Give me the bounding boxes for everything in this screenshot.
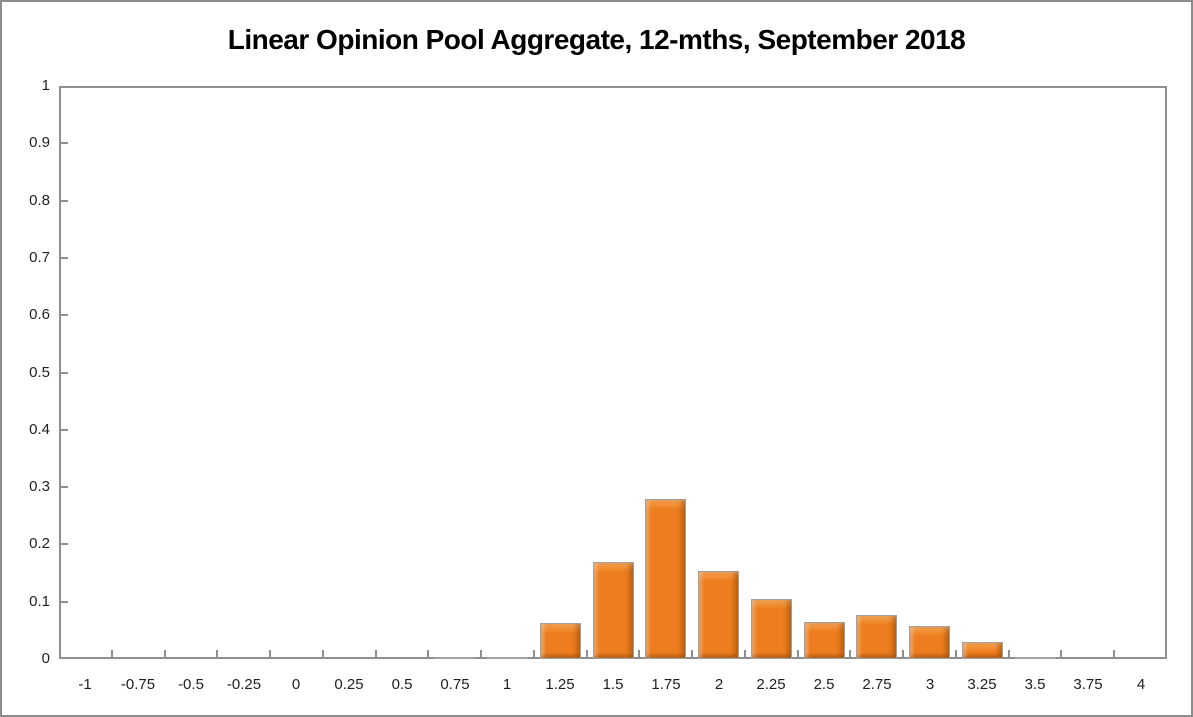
chart-title: Linear Opinion Pool Aggregate, 12-mths, … — [227, 24, 966, 55]
axis-ticks-layer — [59, 86, 1167, 659]
x-tick-label: 0 — [291, 676, 301, 693]
bar-2.25 — [751, 599, 792, 659]
y-tick-mark — [61, 429, 68, 431]
x-tick-mark — [691, 650, 693, 657]
bar-2 — [698, 571, 739, 659]
x-tick-mark — [427, 650, 429, 657]
x-tick-label: 2.75 — [862, 676, 892, 693]
bar-0.75 — [434, 657, 475, 659]
x-tick-label: 3.5 — [1024, 676, 1046, 693]
x-tick-label: 1.75 — [651, 676, 681, 693]
bar-3.5 — [1015, 657, 1056, 659]
x-tick-mark — [322, 650, 324, 657]
x-tick-label: -1 — [78, 676, 92, 693]
bar-2.5 — [804, 622, 845, 659]
x-tick-mark — [480, 650, 482, 657]
x-tick-mark — [586, 650, 588, 657]
x-tick-label: 3.75 — [1073, 676, 1103, 693]
x-tick-mark — [375, 650, 377, 657]
x-tick-mark — [638, 650, 640, 657]
y-tick-label: 0.7 — [29, 249, 50, 266]
x-tick-mark — [164, 650, 166, 657]
x-tick-mark — [111, 650, 113, 657]
x-tick-label: 0.25 — [334, 676, 364, 693]
x-tick-label: 3.25 — [967, 676, 997, 693]
bar-1.25 — [540, 623, 581, 659]
x-tick-label: 2 — [714, 676, 724, 693]
y-tick-label: 0 — [41, 650, 50, 667]
x-tick-label: 4 — [1136, 676, 1146, 693]
x-tick-label: -0.75 — [120, 676, 156, 693]
y-tick-mark — [61, 601, 68, 603]
x-tick-label: 3 — [925, 676, 935, 693]
x-tick-mark — [269, 650, 271, 657]
y-tick-label: 0.4 — [29, 421, 50, 438]
bar-3 — [909, 626, 950, 659]
x-tick-label: 1.5 — [602, 676, 624, 693]
y-tick-mark — [61, 257, 68, 259]
x-tick-label: 2.25 — [756, 676, 786, 693]
bar-3.25 — [962, 642, 1003, 659]
x-tick-mark — [1060, 650, 1062, 657]
x-tick-mark — [849, 650, 851, 657]
y-tick-mark — [61, 486, 68, 488]
x-tick-mark — [1113, 650, 1115, 657]
x-tick-mark — [1008, 650, 1010, 657]
x-tick-label: 0.5 — [391, 676, 413, 693]
x-tick-mark — [797, 650, 799, 657]
x-tick-label: 1 — [502, 676, 512, 693]
y-tick-label: 0.6 — [29, 306, 50, 323]
x-tick-mark — [902, 650, 904, 657]
x-tick-label: 0.75 — [440, 676, 470, 693]
bars-layer — [59, 86, 1167, 659]
y-tick-label: 0.5 — [29, 364, 50, 381]
x-tick-mark — [955, 650, 957, 657]
y-tick-mark — [61, 200, 68, 202]
y-tick-label: 0.8 — [29, 192, 50, 209]
x-tick-label: -0.5 — [178, 676, 204, 693]
y-tick-mark — [61, 314, 68, 316]
x-tick-label: -0.25 — [226, 676, 262, 693]
y-tick-mark — [61, 372, 68, 374]
bar-1.75 — [645, 499, 686, 659]
y-tick-label: 0.3 — [29, 478, 50, 495]
bar-2.75 — [856, 615, 897, 659]
x-tick-mark — [533, 650, 535, 657]
x-tick-label: 2.5 — [813, 676, 835, 693]
y-tick-mark — [61, 543, 68, 545]
bar-1.5 — [593, 562, 634, 659]
x-tick-label: 1.25 — [545, 676, 575, 693]
x-tick-mark — [744, 650, 746, 657]
y-tick-label: 0.2 — [29, 535, 50, 552]
y-tick-label: 0.1 — [29, 593, 50, 610]
y-tick-label: 1 — [41, 77, 50, 94]
x-tick-mark — [216, 650, 218, 657]
y-tick-label: 0.9 — [29, 134, 50, 151]
bar-1 — [487, 657, 528, 659]
y-tick-mark — [61, 142, 68, 144]
